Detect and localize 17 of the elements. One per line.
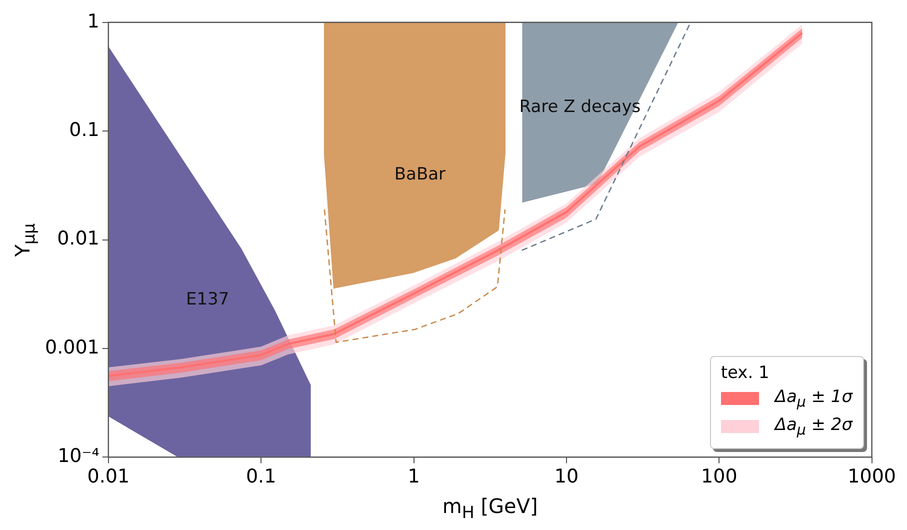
legend-label: Δa$_{μ}$ ± 1σ: [774, 387, 853, 411]
x-tick-label: 100: [701, 466, 738, 488]
y-tick-label: 1: [87, 10, 100, 32]
x-tick-label: 0.1: [246, 466, 276, 488]
legend-title: tex. 1: [720, 363, 770, 384]
x-tick-label: 0.01: [87, 466, 130, 488]
x-tick-label: 10: [554, 466, 579, 488]
y-tick-label: 0.001: [44, 336, 100, 358]
x-axis-title: m$_{H}$ [GeV]: [442, 494, 538, 522]
y-tick-label: 0.1: [69, 119, 100, 142]
legend-label: Δa$_{μ}$ ± 2σ: [774, 414, 853, 438]
y-tick-label: 0.01: [57, 228, 100, 250]
x-tick-label: 1000: [848, 466, 896, 488]
x-tick-label: 1: [408, 466, 420, 488]
series-label: BaBar: [394, 164, 446, 185]
y-tick-label: 10⁻⁴: [58, 445, 100, 468]
series-label: E137: [186, 290, 230, 310]
